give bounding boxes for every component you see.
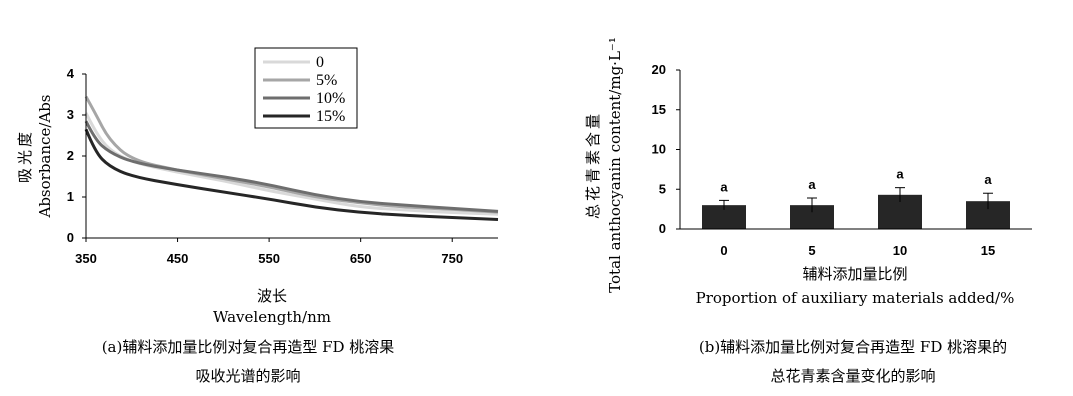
chart-b-x-ticks: 0 5 10 15 [720,243,995,258]
chart-a-caption-line2: 吸收光谱的影响 [195,367,300,385]
chart-b-y-ticks: 0 5 10 15 20 [652,62,680,236]
chart-a-x-tick-label: 350 [75,251,97,266]
chart-a-caption-line1: (a)辅料添加量比例对复合再造型 FD 桃溶果 [102,338,395,356]
chart-b-y-tick-label: 0 [659,221,666,236]
chart-a-y-tick-label: 2 [67,148,74,163]
chart-a-xlabel-en: Wavelength/nm [213,308,331,326]
chart-b-significance-label: a [720,179,728,194]
chart-b-bar [702,205,746,229]
chart-a-x-ticks: 350 450 550 650 750 [75,238,463,266]
chart-b-y-tick-label: 10 [652,142,666,157]
chart-a-series-line-5pct [84,95,499,214]
chart-b-ylabel-cn: 总花青素含量 [584,111,602,219]
chart-b-y-tick-label: 15 [652,102,666,117]
chart-a-legend-label: 5% [316,72,337,89]
chart-b-x-tick-label: 15 [981,243,995,258]
chart-a-series-line-10pct [84,120,499,213]
chart-a-y-label: 吸光度 Absorbance/Abs [16,94,54,218]
chart-a-series-group [84,95,499,222]
chart-a-ylabel-cn: 吸光度 [16,129,34,183]
chart-b-x-tick-label: 10 [893,243,907,258]
chart-a-series-line-15pct [84,128,499,222]
chart-a-x-tick-label: 650 [350,251,372,266]
chart-a-legend: 05%10%15% [254,47,358,129]
chart-b-y-tick-label: 20 [652,62,666,77]
chart-a-legend-label: 0 [316,54,324,71]
chart-b-significance-label: a [984,172,992,187]
chart-b: a a a a 0 5 10 15 20 0 5 10 15 总花青素含量 Total anthoc… [584,37,1032,385]
chart-a-legend-label: 15% [316,108,345,125]
chart-a-legend-label: 10% [316,90,345,107]
chart-a-y-tick-label: 0 [67,230,74,245]
chart-a-ylabel-en: Absorbance/Abs [36,94,54,218]
chart-a-xlabel-cn: 波长 [257,287,287,305]
chart-b-x-tick-label: 5 [808,243,815,258]
chart-b-caption-line1: (b)辅料添加量比例对复合再造型 FD 桃溶果的 [699,338,1007,356]
chart-b-y-tick-label: 5 [659,181,666,196]
chart-a-x-tick-label: 550 [258,251,280,266]
chart-b-caption-line2: 总花青素含量变化的影响 [770,367,935,385]
chart-b-y-label: 总花青素含量 Total anthocyanin content/mg·L⁻¹ [584,37,624,293]
chart-a-x-tick-label: 450 [167,251,189,266]
chart-b-xlabel-en: Proportion of auxiliary materials added/… [696,289,1015,307]
chart-b-significance-label: a [808,177,816,192]
chart-a-y-ticks: 0 1 2 3 4 [67,66,86,245]
chart-a-y-tick-label: 1 [67,189,74,204]
chart-a-series-line-0 [84,112,499,216]
chart-a-y-tick-label: 3 [67,107,74,122]
chart-b-x-tick-label: 0 [720,243,727,258]
chart-a-y-tick-label: 4 [67,66,75,81]
chart-b-significance-label: a [896,167,904,182]
chart-b-ylabel-en: Total anthocyanin content/mg·L⁻¹ [606,37,624,293]
chart-a-legend-items: 05%10%15% [263,54,345,125]
chart-a-x-tick-label: 750 [441,251,463,266]
chart-b-bars: a aa a [702,167,1010,229]
chart-b-xlabel-cn: 辅料添加量比例 [802,265,907,283]
chart-b-bar [790,205,834,229]
